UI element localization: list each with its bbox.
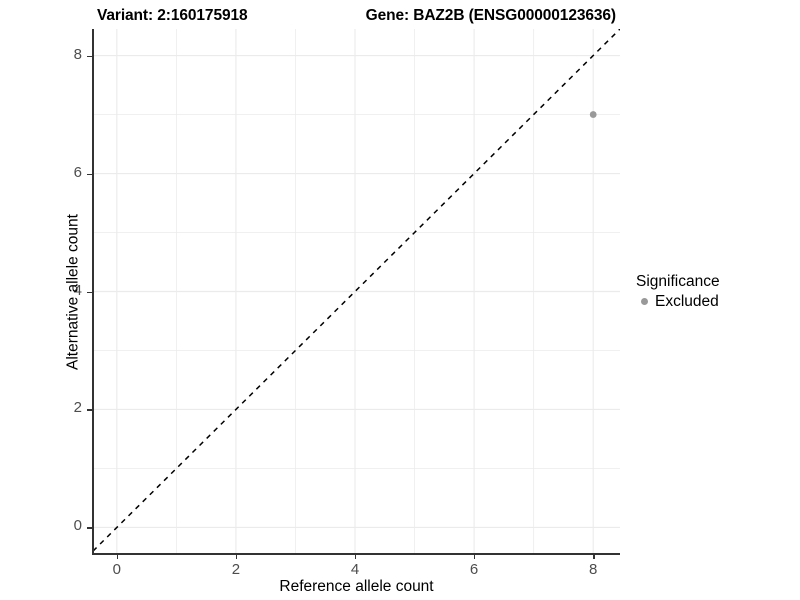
y-axis-line [92,29,94,554]
legend-key-swatch [636,293,653,310]
y-tick-mark [87,409,92,411]
x-tick-label: 2 [231,561,241,578]
y-tick-mark [87,527,92,529]
x-axis-line [92,553,620,555]
legend-item-excluded[interactable]: Excluded [636,292,796,311]
data-point[interactable] [589,111,597,118]
x-tick-label: 4 [350,561,360,578]
chart-title-row: Variant: 2:160175918 Gene: BAZ2B (ENSG00… [93,4,620,28]
x-tick-label: 6 [469,561,479,578]
legend-entries: Excluded [636,292,796,311]
y-tick-label: 4 [73,281,82,299]
y-tick-label: 8 [73,45,82,63]
plot-panel [93,29,620,554]
x-tick-label: 8 [589,561,598,578]
reference-line-identity [93,29,620,552]
y-axis-title: Alternative allele count [64,214,82,370]
x-tick-mark [235,554,238,559]
x-axis-title: Reference allele count [279,578,434,595]
y-tick-label: 0 [73,517,82,535]
x-tick-mark [593,554,595,559]
y-tick-label: 6 [73,163,82,181]
legend-item-label: Excluded [655,293,719,310]
x-tick-label: 0 [112,561,121,578]
x-tick-mark [355,554,357,559]
identity-reference-line [93,29,620,552]
x-tick-mark [116,554,119,559]
legend: Significance Excluded [636,272,796,311]
legend-title: Significance [636,273,720,290]
data-points [589,111,597,118]
plot-svg [93,29,620,554]
legend-dot-icon [641,298,648,305]
y-tick-mark [87,291,92,293]
y-tick-mark [87,173,92,175]
y-tick-mark [87,55,92,57]
gridlines-major [93,29,620,554]
gene-title: Gene: BAZ2B (ENSG00000123636) [365,7,616,24]
variant-title: Variant: 2:160175918 [97,7,248,24]
x-tick-mark [474,554,476,559]
y-tick-label: 2 [73,399,82,417]
